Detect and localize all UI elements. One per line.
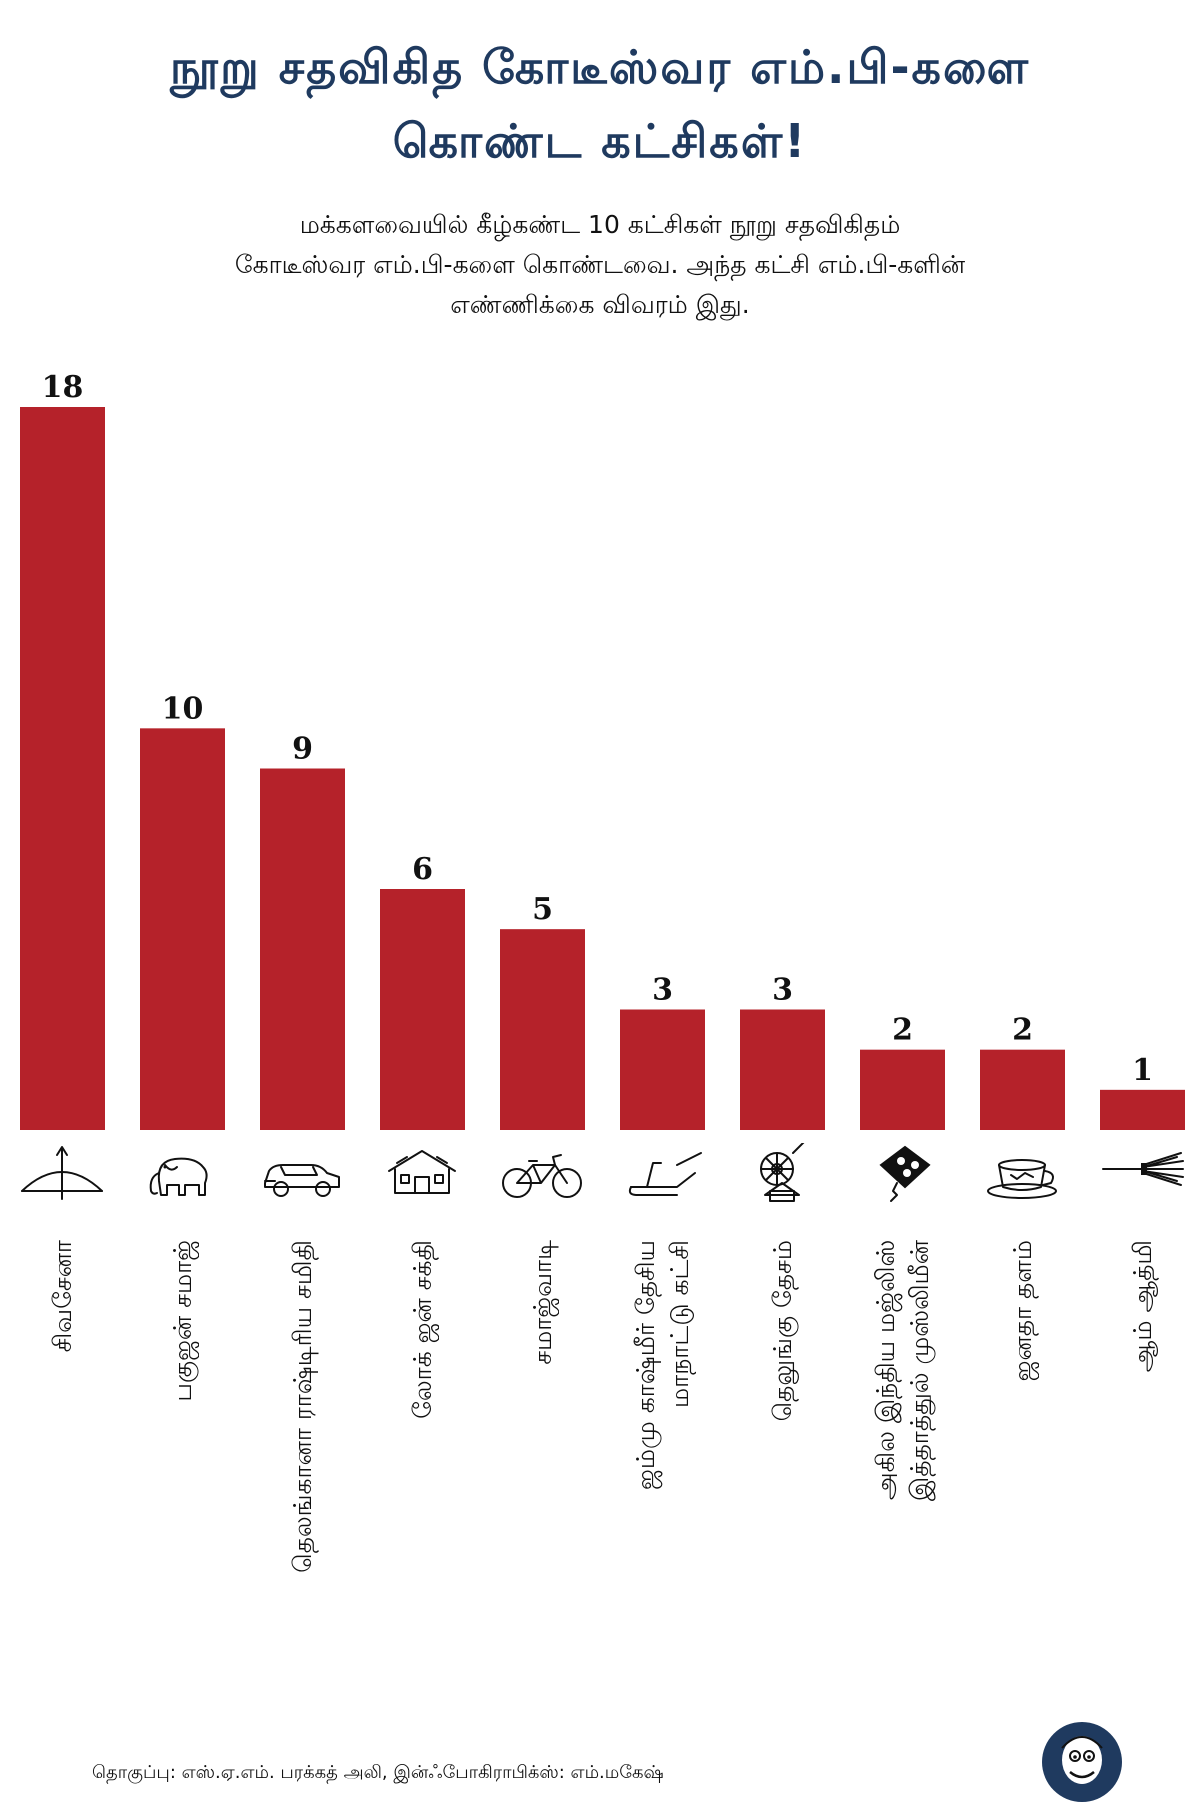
bar-value-label: 18 [42, 370, 84, 405]
bar-value-label: 3 [772, 973, 793, 1008]
bar-value-label: 2 [892, 1013, 913, 1048]
credits: தொகுப்பு: எஸ்.ஏ.எம். பரக்கத் அலி, இன்ஃபோ… [92, 1762, 664, 1783]
category-label: ஜனதா தளம் [988, 1240, 1058, 1680]
category-label: ஜம்மு காஷ்மீர் தேசிய மாநாட்டு கட்சி [628, 1240, 698, 1680]
category-label: பகுஜன் சமாஜ் [148, 1240, 218, 1680]
category-label: சிவசேனா [28, 1240, 98, 1680]
subtitle-line: எண்ணிக்கை விவரம் இது. [450, 290, 750, 319]
subtitle-line: கோடீஸ்வர எம்.பி-களை கொண்டவை. அந்த கட்சி … [234, 250, 966, 279]
bar [380, 889, 465, 1130]
category-label: தெலங்கானா ராஷ்டிரிய சமிதி [268, 1240, 338, 1680]
bar-value-label: 9 [292, 732, 313, 767]
category-label-text: ஜனதா தளம் [1007, 1240, 1037, 1382]
bar-chart: 18 10 9 6 5 3 3 2 2 1 [20, 370, 1185, 1130]
bicycle-icon [494, 1138, 590, 1210]
cup-and-saucer-icon [974, 1138, 1070, 1210]
bar [620, 1009, 705, 1130]
plough-icon [614, 1138, 710, 1210]
category-label: அகில இந்திய மஜ்லிஸ் இத்தாத்துல் முஸ்லிமீ… [868, 1240, 938, 1680]
category-label: லோக் ஜன் சக்தி [388, 1240, 458, 1680]
bow-and-arrow-icon [14, 1138, 110, 1210]
page-title: நூறு சதவிகித கோடீஸ்வர எம்.பி-களை கொண்ட க… [0, 30, 1200, 178]
bar-value-label: 6 [412, 852, 433, 887]
category-label-text: ஜம்மு காஷ்மீர் தேசிய மாநாட்டு கட்சி [630, 1240, 694, 1490]
hut-icon [374, 1138, 470, 1210]
category-label-text: பகுஜன் சமாஜ் [167, 1240, 197, 1402]
category-label-text: தெலங்கானா ராஷ்டிரிய சமிதி [287, 1240, 317, 1573]
category-label-text: லோக் ஜன் சக்தி [407, 1240, 437, 1419]
bar [1100, 1089, 1185, 1130]
category-label-text: சிவசேனா [47, 1240, 77, 1353]
bar [740, 1009, 825, 1130]
elephant-icon [134, 1138, 230, 1210]
category-label: சமாஜ்வாடி [508, 1240, 578, 1680]
kite-icon [854, 1138, 950, 1210]
bicycle-house-icon [734, 1138, 830, 1210]
subtitle-line: மக்களவையில் கீழ்கண்ட 10 கட்சிகள் நூறு சத… [299, 210, 901, 239]
bar [260, 768, 345, 1130]
bar [860, 1049, 945, 1130]
category-label-text: ஆம் ஆத்மி [1127, 1240, 1157, 1373]
title-line: கொண்ட கட்சிகள்! [392, 114, 808, 168]
bar-value-label: 5 [532, 892, 553, 927]
bar [500, 929, 585, 1130]
bar [140, 728, 225, 1130]
category-label: தெலுங்கு தேசம் [748, 1240, 818, 1680]
bar-value-label: 1 [1132, 1053, 1153, 1088]
category-label-text: தெலுங்கு தேசம் [767, 1240, 797, 1422]
category-label: ஆம் ஆத்மி [1108, 1240, 1178, 1680]
bar-value-label: 10 [162, 691, 204, 726]
category-label-text: அகில இந்திய மஜ்லிஸ் இத்தாத்துல் முஸ்லிமீ… [870, 1240, 934, 1502]
title-line: நூறு சதவிகித கோடீஸ்வர எம்.பி-களை [169, 40, 1031, 94]
publisher-logo-icon [1042, 1722, 1122, 1802]
page-subtitle: மக்களவையில் கீழ்கண்ட 10 கட்சிகள் நூறு சத… [60, 205, 1140, 325]
category-label-text: சமாஜ்வாடி [527, 1240, 557, 1365]
bar-value-label: 3 [652, 973, 673, 1008]
bar-value-label: 2 [1012, 1013, 1033, 1048]
bar [20, 407, 105, 1130]
bar [980, 1049, 1065, 1130]
broom-icon [1094, 1138, 1190, 1210]
car-icon [254, 1138, 350, 1210]
